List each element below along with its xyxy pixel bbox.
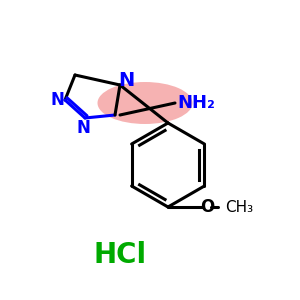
Text: HCl: HCl [93,241,147,269]
Text: CH₃: CH₃ [225,200,253,214]
Text: O: O [200,198,214,216]
Ellipse shape [98,82,193,124]
Text: NH₂: NH₂ [177,94,215,112]
Text: N: N [76,119,90,137]
Text: N: N [50,91,64,109]
Text: N: N [118,70,134,89]
